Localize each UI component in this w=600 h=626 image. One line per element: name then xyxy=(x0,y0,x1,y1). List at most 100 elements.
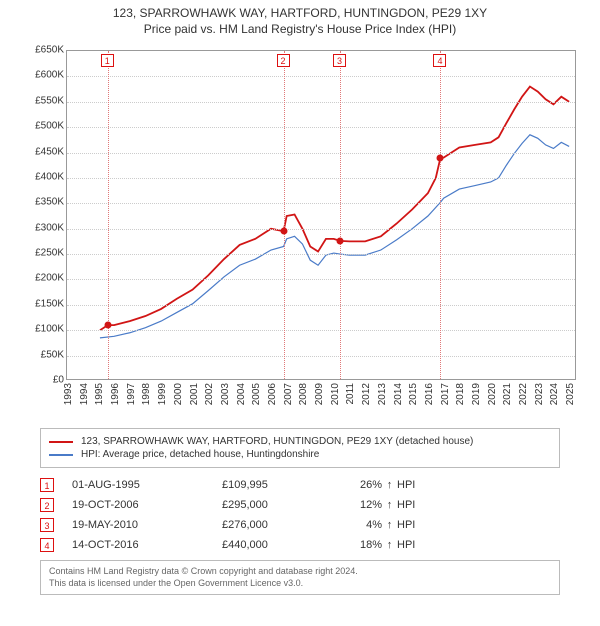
gridline xyxy=(67,127,575,128)
transaction-vline xyxy=(108,51,109,379)
chart-title-line2: Price paid vs. HM Land Registry's House … xyxy=(0,22,600,36)
xtick-label: 1998 xyxy=(141,383,152,405)
xtick-label: 2025 xyxy=(565,383,576,405)
transaction-vline xyxy=(440,51,441,379)
transaction-date: 01-AUG-1995 xyxy=(72,479,222,491)
ytick-label: £350K xyxy=(24,197,64,208)
xtick-label: 2011 xyxy=(345,383,356,405)
transaction-date: 19-MAY-2010 xyxy=(72,519,222,531)
gridline xyxy=(67,76,575,77)
xtick-label: 2004 xyxy=(236,383,247,405)
up-arrow-icon: ↑ xyxy=(382,539,397,551)
xtick-label: 2024 xyxy=(549,383,560,405)
transaction-marker: 3 xyxy=(333,54,346,67)
ytick-label: £450K xyxy=(24,146,64,157)
transaction-vline xyxy=(340,51,341,379)
xtick-label: 2008 xyxy=(298,383,309,405)
transaction-point xyxy=(337,237,344,244)
xtick-label: 1993 xyxy=(63,383,74,405)
transaction-hpi: HPI xyxy=(397,499,437,511)
transaction-point xyxy=(104,322,111,329)
xtick-label: 2014 xyxy=(393,383,404,405)
gridline xyxy=(67,330,575,331)
transaction-row-marker: 4 xyxy=(40,538,54,552)
transaction-point xyxy=(280,228,287,235)
ytick-label: £500K xyxy=(24,121,64,132)
xtick-label: 2006 xyxy=(267,383,278,405)
up-arrow-icon: ↑ xyxy=(382,479,397,491)
legend-label-hpi: HPI: Average price, detached house, Hunt… xyxy=(81,449,319,460)
transaction-marker: 2 xyxy=(277,54,290,67)
transaction-row: 1 01-AUG-1995£109,99526%↑HPI xyxy=(40,478,560,492)
xtick-label: 2020 xyxy=(487,383,498,405)
footer-line1: Contains HM Land Registry data © Crown c… xyxy=(49,566,551,578)
xtick-label: 2016 xyxy=(424,383,435,405)
transaction-row: 219-OCT-2006£295,00012%↑HPI xyxy=(40,498,560,512)
transaction-table: 101-AUG-1995£109,99526%↑HPI219-OCT-2006£… xyxy=(40,478,560,552)
transaction-price: £440,000 xyxy=(222,539,322,551)
transaction-price: £276,000 xyxy=(222,519,322,531)
gridline xyxy=(67,203,575,204)
gridline xyxy=(67,305,575,306)
xtick-label: 1995 xyxy=(94,383,105,405)
ytick-label: £300K xyxy=(24,222,64,233)
xtick-label: 1997 xyxy=(126,383,137,405)
legend-swatch-hpi xyxy=(49,454,73,456)
xtick-label: 2015 xyxy=(408,383,419,405)
gridline xyxy=(67,178,575,179)
transaction-hpi: HPI xyxy=(397,539,437,551)
gridline xyxy=(67,102,575,103)
transaction-marker: 1 xyxy=(101,54,114,67)
transaction-price: £295,000 xyxy=(222,499,322,511)
transaction-price: £109,995 xyxy=(222,479,322,491)
legend-label-property: 123, SPARROWHAWK WAY, HARTFORD, HUNTINGD… xyxy=(81,436,473,447)
chart-title-line1: 123, SPARROWHAWK WAY, HARTFORD, HUNTINGD… xyxy=(0,6,600,20)
series-line-hpi xyxy=(100,135,569,338)
ytick-label: £100K xyxy=(24,324,64,335)
xtick-label: 2007 xyxy=(283,383,294,405)
ytick-label: £550K xyxy=(24,95,64,106)
xtick-label: 2023 xyxy=(534,383,545,405)
ytick-label: £250K xyxy=(24,248,64,259)
ytick-label: £50K xyxy=(24,349,64,360)
transaction-marker: 4 xyxy=(433,54,446,67)
transaction-row: 414-OCT-2016£440,00018%↑HPI xyxy=(40,538,560,552)
xtick-label: 2022 xyxy=(518,383,529,405)
gridline xyxy=(67,153,575,154)
transaction-row-marker: 3 xyxy=(40,518,54,532)
ytick-label: £600K xyxy=(24,70,64,81)
transaction-date: 19-OCT-2006 xyxy=(72,499,222,511)
ytick-label: £400K xyxy=(24,171,64,182)
xtick-label: 2019 xyxy=(471,383,482,405)
gridline xyxy=(67,254,575,255)
ytick-label: £150K xyxy=(24,298,64,309)
xtick-label: 2003 xyxy=(220,383,231,405)
chart-container: 1993199419951996199719981999200020012002… xyxy=(28,40,588,400)
xtick-label: 2013 xyxy=(377,383,388,405)
up-arrow-icon: ↑ xyxy=(382,519,397,531)
xtick-label: 2018 xyxy=(455,383,466,405)
xtick-label: 1994 xyxy=(79,383,90,405)
xtick-label: 2010 xyxy=(330,383,341,405)
xtick-label: 1999 xyxy=(157,383,168,405)
xtick-label: 2001 xyxy=(189,383,200,405)
legend-row-property: 123, SPARROWHAWK WAY, HARTFORD, HUNTINGD… xyxy=(49,436,551,447)
transaction-pct: 4% xyxy=(322,519,382,531)
ytick-label: £0 xyxy=(24,375,64,386)
transaction-date: 14-OCT-2016 xyxy=(72,539,222,551)
series-line-property xyxy=(100,87,569,331)
xtick-label: 2000 xyxy=(173,383,184,405)
transaction-row-marker: 1 xyxy=(40,478,54,492)
transaction-pct: 26% xyxy=(322,479,382,491)
transaction-vline xyxy=(284,51,285,379)
xtick-label: 2012 xyxy=(361,383,372,405)
transaction-hpi: HPI xyxy=(397,479,437,491)
gridline xyxy=(67,229,575,230)
ytick-label: £200K xyxy=(24,273,64,284)
plot-area: 1993199419951996199719981999200020012002… xyxy=(66,50,576,380)
ytick-label: £650K xyxy=(24,45,64,56)
legend: 123, SPARROWHAWK WAY, HARTFORD, HUNTINGD… xyxy=(40,428,560,468)
gridline xyxy=(67,279,575,280)
xtick-label: 2021 xyxy=(502,383,513,405)
transaction-hpi: HPI xyxy=(397,519,437,531)
